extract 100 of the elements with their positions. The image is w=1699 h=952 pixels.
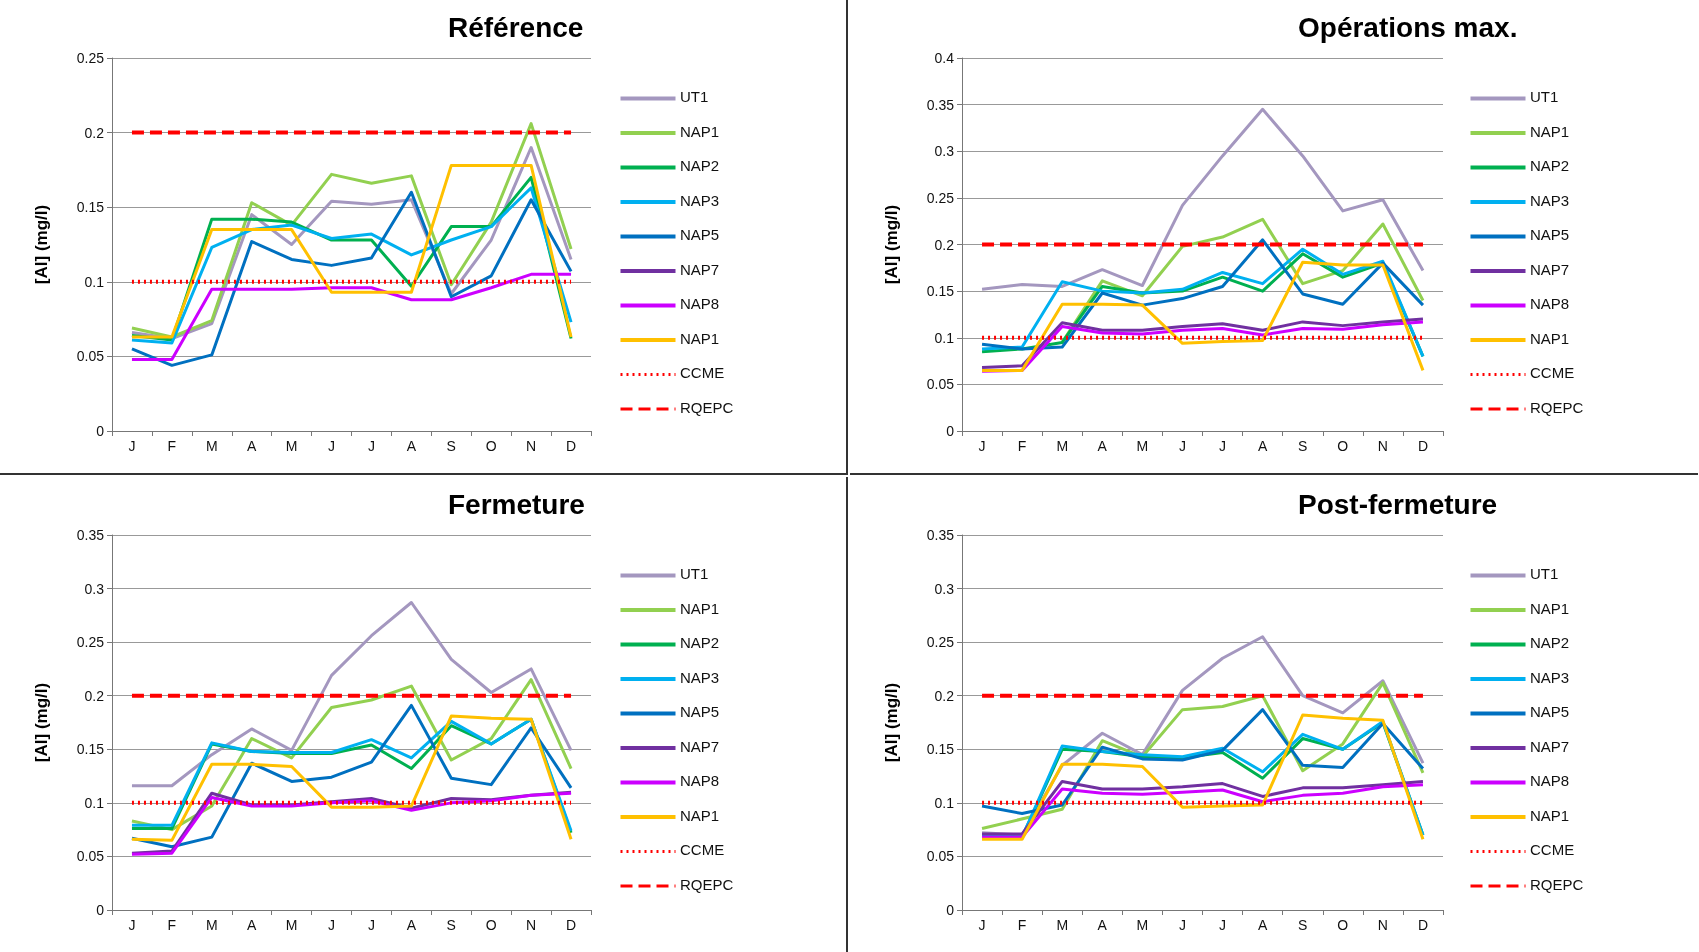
y-tick-label: 0.2	[934, 236, 955, 253]
x-tick-label: J	[328, 917, 336, 933]
y-tick-label: 0.1	[84, 273, 105, 290]
x-tick-label: J	[1178, 438, 1186, 454]
legend-label: NAP7	[680, 737, 720, 755]
legend-label: NAP8	[1530, 772, 1570, 789]
y-axis-title: [Al] (mg/l)	[32, 204, 51, 285]
y-tick-label: 0.25	[76, 50, 105, 66]
y-tick-label: 0.1	[934, 329, 955, 346]
y-tick-label: 0	[946, 902, 955, 918]
y-tick-label: 0.2	[84, 124, 105, 141]
x-tick-label: N	[526, 438, 537, 454]
x-tick-label: J	[128, 438, 136, 454]
y-tick-label: 0.3	[934, 143, 955, 160]
x-tick-label: J	[367, 917, 375, 933]
chart-title: Post-fermeture	[1298, 488, 1498, 520]
y-tick-label: 0.35	[926, 96, 955, 113]
x-tick-label: S	[446, 438, 456, 454]
x-tick-label: S	[446, 917, 456, 933]
legend-label: CCME	[680, 841, 725, 858]
x-tick-label: O	[1337, 438, 1349, 454]
legend-label: RQEPC	[1530, 398, 1584, 416]
x-tick-label: S	[1298, 438, 1308, 454]
y-tick-label: 0.25	[926, 189, 955, 206]
x-tick-label: N	[1377, 917, 1388, 933]
legend-label: NAP1	[680, 599, 720, 617]
x-tick-label: M	[205, 438, 218, 454]
legend-label: NAP5	[1530, 226, 1570, 243]
x-tick-label: A	[1257, 917, 1268, 933]
x-tick-label: M	[1056, 917, 1069, 933]
x-tick-label: D	[565, 917, 577, 933]
legend-label: CCME	[1530, 841, 1575, 858]
legend-label: NAP1	[1530, 122, 1570, 140]
x-tick-label: M	[1136, 438, 1149, 454]
x-tick-label: M	[285, 917, 298, 933]
y-tick-label: 0.1	[934, 794, 955, 811]
x-tick-label: A	[1257, 438, 1268, 454]
legend-label: NAP3	[680, 191, 720, 209]
legend-label: RQEPC	[680, 875, 734, 893]
x-tick-label: S	[1298, 917, 1308, 933]
x-tick-label: O	[485, 438, 497, 454]
x-tick-label: D	[1417, 438, 1429, 454]
x-tick-label: F	[1017, 438, 1027, 454]
x-tick-label: O	[485, 917, 497, 933]
y-axis-title: [Al] (mg/l)	[882, 204, 901, 285]
y-tick-label: 0.2	[934, 687, 955, 704]
chart-title: Opérations max.	[1298, 11, 1518, 43]
x-tick-label: J	[978, 438, 986, 454]
y-tick-label: 0.25	[926, 634, 955, 651]
x-tick-label: J	[128, 917, 136, 933]
y-tick-label: 0.05	[76, 848, 105, 865]
legend-label: NAP7	[1530, 737, 1570, 755]
y-tick-label: 0.3	[84, 580, 105, 597]
y-axis-title: [Al] (mg/l)	[32, 682, 51, 763]
x-tick-label: A	[247, 438, 258, 454]
legend-label: CCME	[680, 364, 725, 381]
y-tick-label: 0.3	[934, 580, 955, 597]
legend-label: UT1	[680, 88, 709, 105]
legend-label: NAP8	[680, 295, 720, 312]
y-tick-label: 0.05	[926, 848, 955, 865]
legend-label: NAP1	[680, 329, 720, 347]
x-tick-label: M	[205, 917, 218, 933]
y-tick-label: 0.05	[76, 348, 105, 365]
chart-title: Fermeture	[448, 488, 585, 520]
x-tick-label: A	[406, 438, 417, 454]
x-tick-label: D	[565, 438, 577, 454]
x-tick-label: J	[1219, 917, 1227, 933]
legend-label: NAP7	[1530, 260, 1570, 278]
x-tick-label: A	[247, 917, 258, 933]
x-tick-label: O	[1337, 917, 1349, 933]
legend-label: NAP5	[680, 703, 720, 720]
legend-label: RQEPC	[1530, 875, 1584, 893]
x-tick-label: N	[526, 917, 537, 933]
y-tick-label: 0.1	[84, 794, 105, 811]
x-tick-label: A	[1097, 438, 1108, 454]
y-tick-label: 0.15	[76, 199, 105, 216]
legend-label: UT1	[1530, 565, 1559, 582]
legend-label: NAP3	[1530, 191, 1570, 209]
legend-label: UT1	[1530, 88, 1559, 105]
legend-label: NAP5	[680, 226, 720, 243]
chart-title: Référence	[448, 11, 584, 43]
legend-label: CCME	[1530, 364, 1575, 381]
y-tick-label: 0	[96, 423, 105, 439]
y-tick-label: 0.05	[926, 376, 955, 393]
legend-label: NAP1	[1530, 329, 1570, 347]
y-tick-label: 0.15	[76, 741, 105, 758]
legend-label: NAP2	[1530, 157, 1570, 174]
x-tick-label: N	[1377, 438, 1388, 454]
x-tick-label: A	[406, 917, 417, 933]
y-tick-label: 0.4	[934, 50, 955, 66]
x-tick-label: J	[1219, 438, 1227, 454]
legend-label: NAP1	[680, 806, 720, 824]
x-tick-label: A	[1097, 917, 1108, 933]
legend-label: RQEPC	[680, 398, 734, 416]
legend-label: NAP7	[680, 260, 720, 278]
legend-label: NAP1	[1530, 599, 1570, 617]
x-tick-label: M	[1136, 917, 1149, 933]
legend-label: NAP8	[1530, 295, 1570, 312]
y-tick-label: 0.2	[84, 687, 105, 704]
x-tick-label: D	[1417, 917, 1429, 933]
